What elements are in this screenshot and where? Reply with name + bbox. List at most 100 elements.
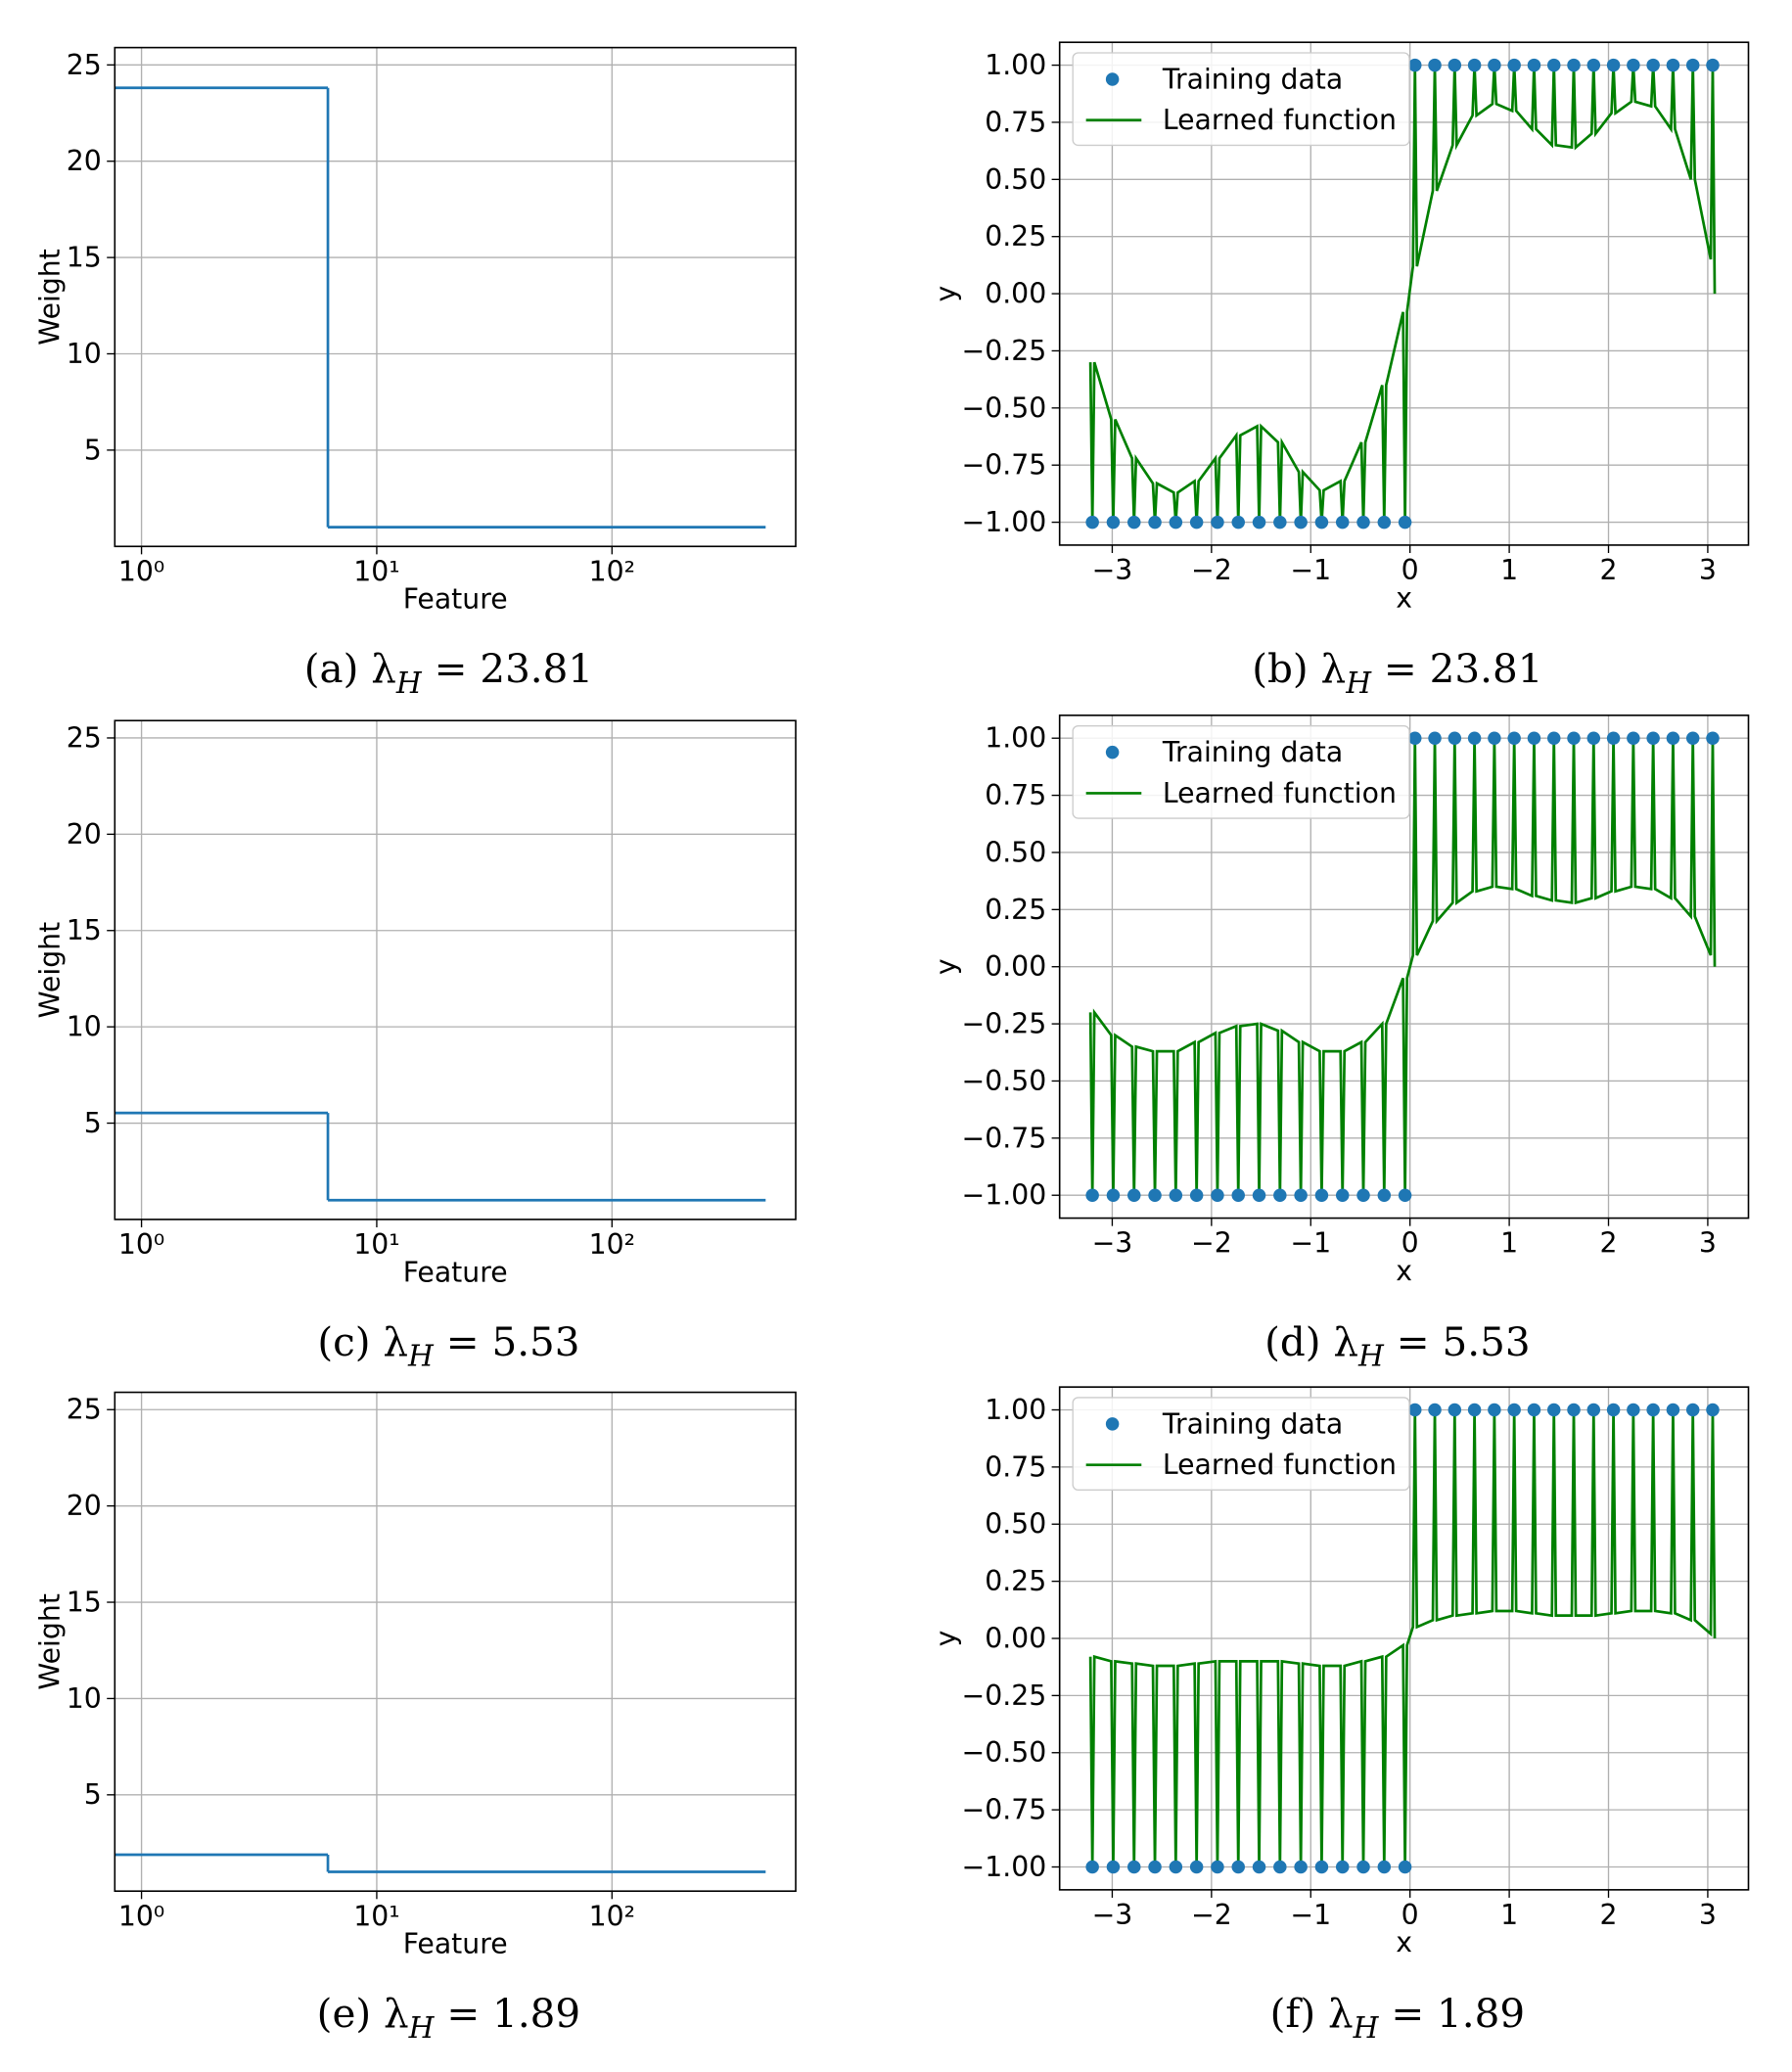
caption-text: = 1.89 xyxy=(1378,1990,1525,2037)
caption-text: = 5.53 xyxy=(1384,1318,1531,1365)
point xyxy=(1335,515,1350,530)
y-tick-label: 15 xyxy=(67,242,102,274)
x-tick-label: 10¹ xyxy=(353,1900,399,1932)
y-axis-label: y xyxy=(930,286,962,302)
point xyxy=(1706,58,1720,72)
x-tick-label: 2 xyxy=(1600,554,1618,586)
point xyxy=(1467,1403,1482,1417)
legend-marker xyxy=(1105,72,1120,86)
y-tick-label: −0.25 xyxy=(961,1008,1046,1040)
x-tick-label: −3 xyxy=(1092,1227,1133,1260)
x-tick-label: 0 xyxy=(1401,1227,1419,1260)
point xyxy=(1666,731,1680,745)
caption-text: = 1.89 xyxy=(435,1990,581,2037)
point xyxy=(1273,515,1287,530)
caption-text: = 5.53 xyxy=(434,1318,580,1365)
point xyxy=(1335,1860,1350,1874)
point xyxy=(1527,1403,1541,1417)
x-tick-label: −2 xyxy=(1191,1227,1232,1260)
point xyxy=(1189,1860,1204,1874)
point xyxy=(1606,731,1621,745)
y-tick-label: −0.50 xyxy=(961,1065,1046,1097)
point xyxy=(1627,731,1640,745)
point xyxy=(1356,515,1370,530)
point xyxy=(1408,58,1422,72)
y-tick-label: 0.00 xyxy=(985,1622,1046,1654)
y-tick-label: −1.00 xyxy=(961,506,1046,538)
caption: (b) λH = 23.81 xyxy=(1252,645,1542,700)
x-tick-label: 10⁰ xyxy=(118,1228,164,1261)
caption: (e) λH = 1.89 xyxy=(317,1990,580,2045)
x-tick-label: 3 xyxy=(1699,1227,1717,1260)
point xyxy=(1467,731,1482,745)
x-axis-label: Feature xyxy=(403,1256,508,1288)
x-tick-label: 0 xyxy=(1401,1899,1419,1931)
y-tick-label: −0.75 xyxy=(961,1794,1046,1826)
point xyxy=(1106,515,1121,530)
y-tick-label: −0.75 xyxy=(961,1122,1046,1154)
x-tick-label: −1 xyxy=(1290,1899,1331,1931)
point xyxy=(1211,515,1224,530)
y-tick-label: 15 xyxy=(67,1586,102,1618)
point xyxy=(1231,515,1245,530)
caption-text: (b) λ xyxy=(1252,645,1346,692)
y-tick-label: 20 xyxy=(67,145,102,177)
caption-subscript: H xyxy=(408,2010,436,2045)
point xyxy=(1294,1188,1308,1202)
caption: (c) λH = 5.53 xyxy=(317,1318,579,1373)
x-tick-label: 10² xyxy=(589,555,635,587)
x-tick-label: −2 xyxy=(1191,1899,1232,1931)
point xyxy=(1127,1860,1141,1874)
caption-text: (c) λ xyxy=(317,1318,408,1365)
caption: (a) λH = 23.81 xyxy=(304,645,593,700)
x-tick-label: 10⁰ xyxy=(118,555,164,587)
caption-subscript: H xyxy=(395,666,423,700)
plot-area xyxy=(1085,731,1720,1202)
y-axis-label: y xyxy=(930,1631,962,1647)
caption-subscript: H xyxy=(407,1339,435,1373)
point xyxy=(1314,1188,1329,1202)
point xyxy=(1685,731,1700,745)
y-tick-label: 0.75 xyxy=(985,1450,1046,1483)
caption-text: (f) λ xyxy=(1270,1990,1354,2037)
y-tick-label: 20 xyxy=(67,818,102,851)
x-tick-label: 2 xyxy=(1600,1227,1618,1260)
subplot: 10⁰ 10¹ 10² 5 10 15 20 25 Feature Weight (c) λH = … xyxy=(34,719,797,1373)
point xyxy=(1085,1188,1099,1202)
y-tick-label: 25 xyxy=(67,721,102,754)
y-tick-label: −0.50 xyxy=(961,1736,1046,1769)
x-axis-label: x xyxy=(1396,1926,1412,1958)
x-tick-label: 10¹ xyxy=(353,555,399,587)
point xyxy=(1546,1403,1561,1417)
y-axis-label: Weight xyxy=(34,922,67,1019)
point xyxy=(1527,58,1541,72)
x-tick-label: 10² xyxy=(589,1228,635,1261)
line xyxy=(1088,738,1717,1196)
point xyxy=(1428,731,1442,745)
caption-text: = 23.81 xyxy=(1371,645,1542,692)
point xyxy=(1567,1403,1581,1417)
point xyxy=(1706,1403,1720,1417)
point xyxy=(1398,515,1412,530)
point xyxy=(1148,515,1162,530)
point xyxy=(1428,58,1442,72)
axes-frame xyxy=(114,719,797,1220)
y-tick-label: 25 xyxy=(67,1394,102,1426)
legend-box xyxy=(1072,724,1410,819)
x-tick-label: 1 xyxy=(1500,1227,1518,1260)
subplot: −3 −2 −1 0 1 2 3 1.00 0.75 0.50 0.25 0.00 −0.25 −0.50… xyxy=(930,1386,1750,2045)
point xyxy=(1273,1188,1287,1202)
x-axis-label: Feature xyxy=(403,1928,508,1960)
point xyxy=(1408,731,1422,745)
x-axis-label: x xyxy=(1396,1255,1412,1287)
subplot: 10⁰ 10¹ 10² 5 10 15 20 25 Feature Weight (a) λH = … xyxy=(34,46,797,700)
x-tick-label: −3 xyxy=(1092,554,1133,586)
caption-text: (d) λ xyxy=(1264,1318,1358,1365)
y-tick-label: −0.25 xyxy=(961,335,1046,367)
point xyxy=(1606,1403,1621,1417)
y-tick-label: 1.00 xyxy=(985,1394,1046,1426)
point xyxy=(1507,1403,1521,1417)
point xyxy=(1586,58,1601,72)
y-axis-label: Weight xyxy=(34,249,67,345)
